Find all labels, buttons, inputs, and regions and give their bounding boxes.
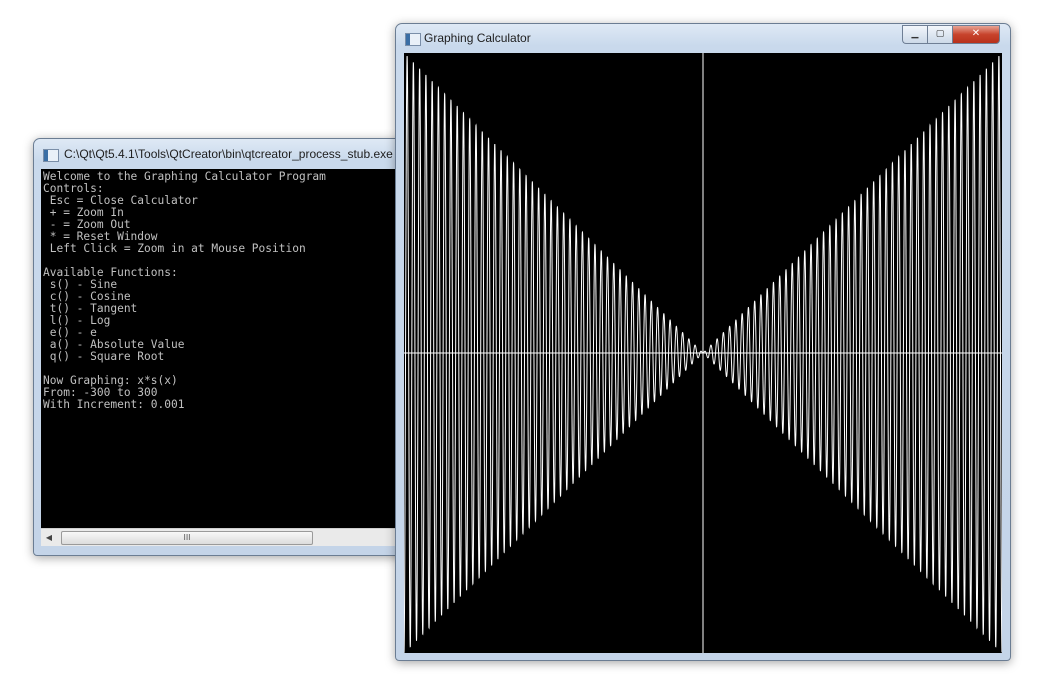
graph-svg [404, 53, 1002, 653]
console-window-title: C:\Qt\Qt5.4.1\Tools\QtCreator\bin\qtcrea… [64, 147, 393, 161]
function-curve [404, 56, 1002, 653]
console-output-text: Welcome to the Graphing Calculator Progr… [43, 170, 326, 411]
console-app-icon [43, 149, 59, 162]
graph-canvas[interactable] [404, 53, 1002, 653]
console-horizontal-scrollbar[interactable]: ◀ III ▶ [41, 528, 426, 546]
minimize-button[interactable]: ▁ [902, 25, 927, 44]
graph-window-title: Graphing Calculator [424, 31, 531, 45]
graph-app-icon [405, 33, 421, 46]
console-window[interactable]: C:\Qt\Qt5.4.1\Tools\QtCreator\bin\qtcrea… [33, 138, 427, 556]
scrollbar-thumb[interactable]: III [61, 531, 313, 545]
scroll-left-arrow-icon[interactable]: ◀ [45, 533, 53, 542]
console-output-area[interactable]: Welcome to the Graphing Calculator Progr… [41, 169, 426, 528]
graphing-calculator-window[interactable]: Graphing Calculator ▁ ▢ ✕ [395, 23, 1011, 661]
close-button[interactable]: ✕ [952, 25, 1000, 44]
maximize-button[interactable]: ▢ [927, 25, 952, 44]
